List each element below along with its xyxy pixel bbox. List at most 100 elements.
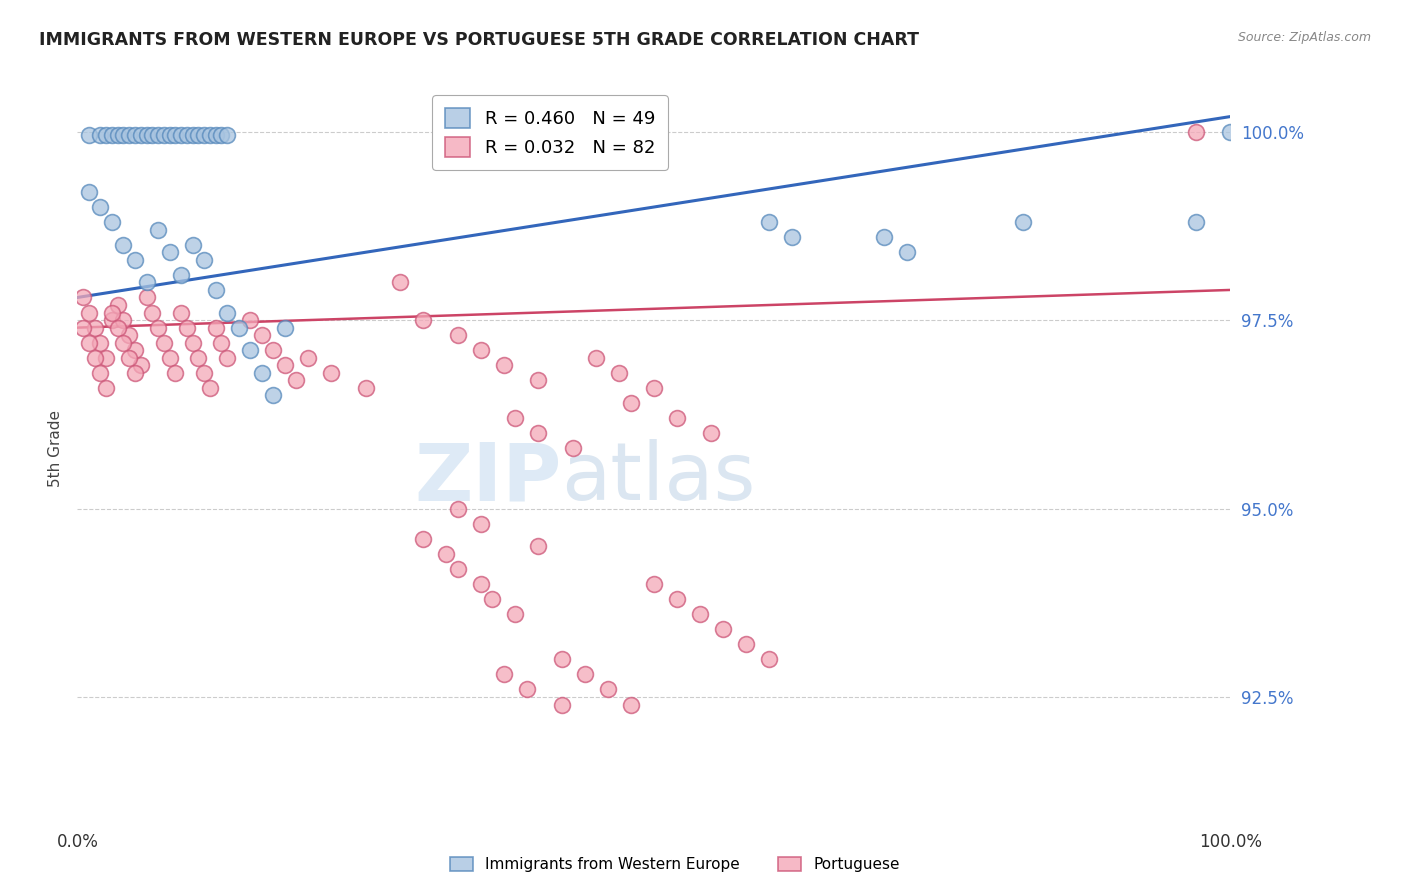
Point <box>129 359 152 373</box>
Point <box>135 291 157 305</box>
Point <box>181 237 204 252</box>
Point <box>262 343 284 358</box>
Point <box>187 128 209 143</box>
Point <box>153 128 174 143</box>
Point <box>319 366 342 380</box>
Point <box>620 396 643 410</box>
Point <box>481 592 503 607</box>
Point <box>735 637 758 651</box>
Point <box>112 128 135 143</box>
Point <box>159 245 181 260</box>
Point <box>516 682 538 697</box>
Point <box>643 381 665 395</box>
Point <box>101 128 124 143</box>
Point <box>574 667 596 681</box>
Point <box>1219 125 1241 139</box>
Point <box>83 351 105 365</box>
Point <box>118 351 141 365</box>
Point <box>354 381 377 395</box>
Point <box>873 230 896 244</box>
Point <box>1184 215 1206 229</box>
Legend: R = 0.460   N = 49, R = 0.032   N = 82: R = 0.460 N = 49, R = 0.032 N = 82 <box>433 95 668 169</box>
Point <box>77 128 100 143</box>
Point <box>297 351 319 365</box>
Point <box>274 359 297 373</box>
Point <box>470 577 492 591</box>
Point <box>389 276 412 290</box>
Point <box>758 215 780 229</box>
Point <box>239 313 262 327</box>
Point <box>129 128 152 143</box>
Point <box>77 305 100 319</box>
Point <box>153 335 174 350</box>
Text: Source: ZipAtlas.com: Source: ZipAtlas.com <box>1237 31 1371 45</box>
Point <box>285 373 308 387</box>
Point <box>146 320 169 334</box>
Point <box>447 328 470 343</box>
Point <box>447 501 470 516</box>
Point <box>72 320 94 334</box>
Point <box>170 128 193 143</box>
Point <box>135 128 157 143</box>
Point <box>204 283 226 297</box>
Point <box>146 128 169 143</box>
Point <box>250 366 273 380</box>
Point <box>562 442 585 456</box>
Point <box>447 562 470 576</box>
Point <box>607 366 630 380</box>
Point <box>141 128 163 143</box>
Legend: Immigrants from Western Europe, Portuguese: Immigrants from Western Europe, Portugue… <box>443 849 907 880</box>
Point <box>700 426 723 441</box>
Point <box>170 305 193 319</box>
Point <box>1011 215 1033 229</box>
Point <box>665 411 688 425</box>
Point <box>527 539 550 553</box>
Point <box>165 128 187 143</box>
Point <box>107 320 129 334</box>
Point <box>101 305 124 319</box>
Point <box>550 698 572 712</box>
Point <box>193 128 215 143</box>
Point <box>620 698 643 712</box>
Point <box>689 607 711 621</box>
Point <box>112 313 135 327</box>
Point <box>217 351 239 365</box>
Point <box>89 128 111 143</box>
Point <box>181 128 204 143</box>
Point <box>72 291 94 305</box>
Point <box>250 328 273 343</box>
Point <box>141 305 163 319</box>
Point <box>492 667 515 681</box>
Point <box>118 328 141 343</box>
Point <box>211 335 233 350</box>
Point <box>274 320 297 334</box>
Point <box>239 343 262 358</box>
Text: IMMIGRANTS FROM WESTERN EUROPE VS PORTUGUESE 5TH GRADE CORRELATION CHART: IMMIGRANTS FROM WESTERN EUROPE VS PORTUG… <box>39 31 920 49</box>
Point <box>758 652 780 666</box>
Point <box>124 343 146 358</box>
Point <box>596 682 619 697</box>
Point <box>585 351 607 365</box>
Point <box>165 366 187 380</box>
Point <box>101 313 124 327</box>
Point <box>176 320 198 334</box>
Point <box>204 320 226 334</box>
Point <box>217 305 239 319</box>
Point <box>228 320 250 334</box>
Point <box>89 200 111 214</box>
Point <box>1184 125 1206 139</box>
Point <box>89 366 111 380</box>
Point <box>711 622 734 636</box>
Point <box>159 351 181 365</box>
Point <box>193 366 215 380</box>
Point <box>181 335 204 350</box>
Point <box>198 128 221 143</box>
Point <box>505 607 527 621</box>
Point <box>146 222 169 236</box>
Point <box>412 532 434 546</box>
Point <box>96 128 118 143</box>
Point <box>204 128 226 143</box>
Point <box>170 268 193 282</box>
Point <box>96 351 118 365</box>
Point <box>96 381 118 395</box>
